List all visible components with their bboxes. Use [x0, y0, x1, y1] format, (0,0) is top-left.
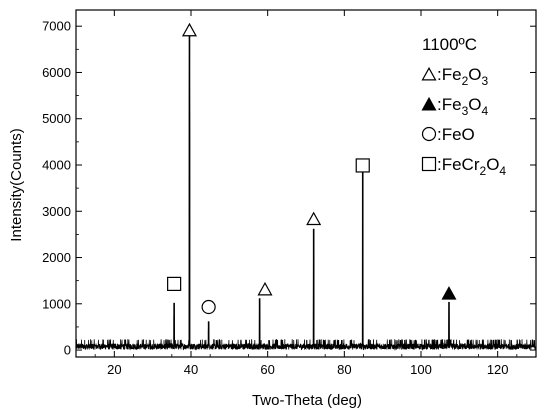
x-tick-label: 100 [410, 362, 432, 377]
peak-marker-triangle-open [181, 22, 197, 37]
peak-marker-square-open [167, 276, 182, 291]
y-tick-label: 5000 [42, 111, 71, 126]
y-axis-title: Intensity(Counts) [8, 128, 25, 241]
legend-label: :FeCr2O4 [437, 155, 506, 178]
y-tick-label: 4000 [42, 157, 71, 172]
x-tick-label: 120 [487, 362, 509, 377]
xrd-series-line [75, 30, 537, 352]
peak-markers [167, 22, 457, 315]
peak-marker-square-open [355, 158, 370, 173]
y-tick-label: 6000 [42, 65, 71, 80]
peak-marker-triangle-open [257, 281, 273, 296]
legend-symbol-square-open [421, 156, 437, 172]
x-axis-title: Two-Theta (deg) [252, 392, 362, 409]
peak-marker-triangle-filled [441, 286, 457, 300]
x-tick-label: 80 [337, 362, 351, 377]
y-tick-label: 1000 [42, 296, 71, 311]
y-tick-label: 2000 [42, 250, 71, 265]
axes: 20 40 60 80 100 120 0 1000 2000 3000 4000 5000 6000 7… [42, 9, 537, 377]
legend-symbol-circle-open [421, 126, 437, 142]
y-tick-label: 3000 [42, 204, 71, 219]
legend: 1100ºC :Fe2O3 :Fe3O4 :FeO :FeCr2O4 [421, 35, 506, 178]
peak-marker-triangle-open [306, 211, 322, 226]
legend-symbol-triangle-filled [421, 96, 437, 111]
plot-frame [75, 9, 537, 358]
peak-marker-circle-open [201, 299, 216, 315]
legend-title: 1100ºC [422, 35, 477, 54]
legend-label: :Fe3O4 [437, 95, 488, 118]
legend-symbol-triangle-open [421, 66, 437, 81]
legend-label: :Fe2O3 [437, 65, 488, 88]
y-tick-label: 0 [64, 343, 71, 358]
legend-label: :FeO [437, 125, 475, 144]
x-tick-label: 20 [107, 362, 121, 377]
x-tick-label: 40 [184, 362, 198, 377]
y-tick-label: 7000 [42, 19, 71, 34]
x-tick-label: 60 [260, 362, 274, 377]
plot-area [75, 30, 537, 352]
